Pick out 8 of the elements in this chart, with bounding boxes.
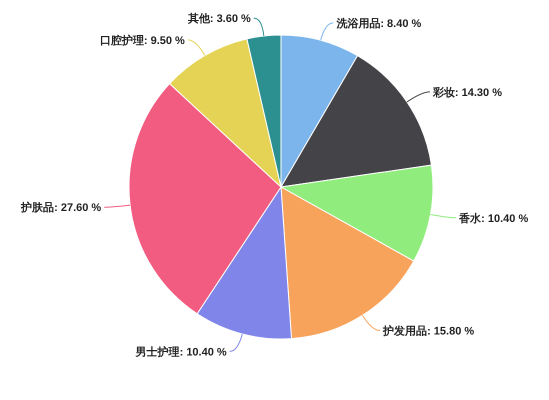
slice-label: 彩妆: 14.30 %	[432, 86, 502, 99]
slice-label: 护发用品: 15.80 %	[382, 324, 474, 338]
slice-label: 香水: 10.40 %	[458, 212, 528, 225]
slice-label: 护肤品: 27.60 %	[20, 201, 102, 214]
slice-label: 口腔护理: 9.50 %	[100, 34, 186, 47]
slice-label: 其他: 3.60 %	[186, 12, 252, 26]
slice-label: 洗浴用品: 8.40 %	[335, 16, 422, 30]
slice-label: 男士护理: 10.40 %	[134, 345, 227, 358]
